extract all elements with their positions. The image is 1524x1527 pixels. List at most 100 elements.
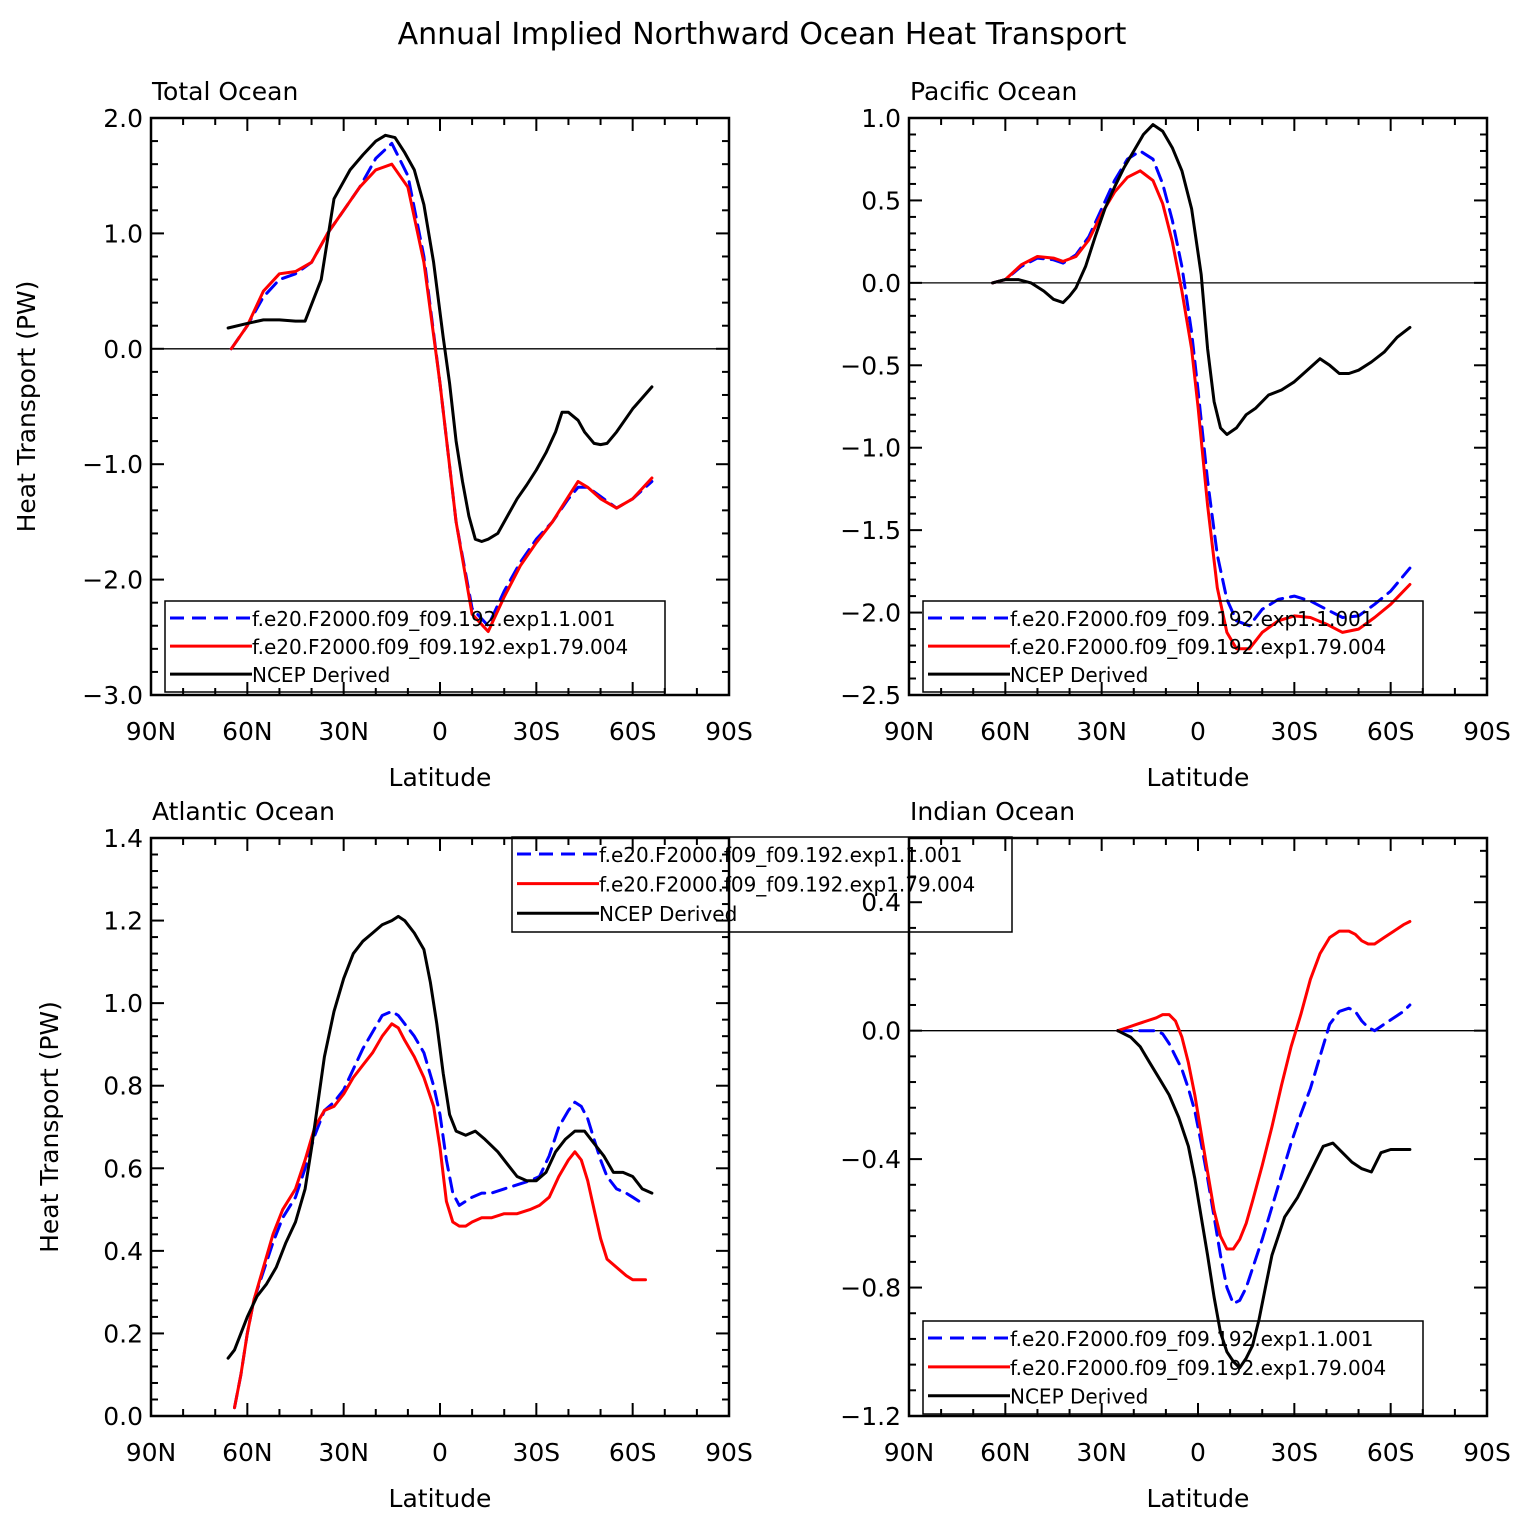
x-tick-label: 90N bbox=[884, 1438, 935, 1467]
x-axis-label: Latitude bbox=[1147, 1484, 1250, 1513]
y-tick-label: −0.4 bbox=[840, 1145, 901, 1174]
legend-label: NCEP Derived bbox=[1010, 663, 1148, 687]
x-tick-label: 0 bbox=[1190, 717, 1206, 746]
y-tick-label: 0.0 bbox=[861, 269, 901, 298]
y-tick-label: 2.0 bbox=[103, 104, 143, 133]
x-tick-label: 90S bbox=[705, 717, 753, 746]
panel-1: 90N 60N 30N 0 30S 60S 90S −2.5 −2.0 −1.5 −1.0 −0.5 0… bbox=[840, 77, 1511, 792]
series-line-2 bbox=[1116, 1029, 1412, 1370]
x-tick-label: 90S bbox=[1463, 717, 1511, 746]
x-tick-label: 30S bbox=[1270, 717, 1318, 746]
series-line-0 bbox=[1116, 1003, 1412, 1306]
panel-title: Indian Ocean bbox=[910, 797, 1075, 826]
y-axis-label: Heat Transport (PW) bbox=[35, 1001, 64, 1253]
y-axis-label: Heat Transport (PW) bbox=[12, 281, 41, 533]
x-tick-label: 90N bbox=[126, 1438, 177, 1467]
x-tick-label: 60S bbox=[1367, 1438, 1415, 1467]
panel-2: 90N 60N 30N 0 30S 60S 90S 0.0 0.2 0.4 0.6 0.8 1.0 1.2… bbox=[35, 797, 1013, 1513]
legend-label: f.e20.F2000.f09_f09.192.exp1.1.001 bbox=[1010, 1327, 1374, 1351]
y-tick-label: 0.0 bbox=[103, 1402, 143, 1431]
series-line-1 bbox=[991, 169, 1412, 651]
series-line-2 bbox=[226, 133, 654, 543]
y-tick-label: 1.0 bbox=[861, 104, 901, 133]
x-tick-label: 60N bbox=[222, 717, 273, 746]
x-tick-label: 30N bbox=[318, 717, 369, 746]
y-tick-label: 0.4 bbox=[103, 1237, 143, 1266]
legend-box bbox=[164, 600, 666, 693]
legend-label: f.e20.F2000.f09_f09.192.exp1.79.004 bbox=[252, 635, 628, 659]
legend: f.e20.F2000.f09_f09.192.exp1.1.001 f.e20.… bbox=[164, 600, 666, 693]
x-axis-label: Latitude bbox=[1147, 763, 1250, 792]
y-tick-label: 0.0 bbox=[103, 335, 143, 364]
x-tick-label: 30N bbox=[1076, 1438, 1127, 1467]
panel-title: Pacific Ocean bbox=[910, 77, 1077, 106]
x-tick-label: 90S bbox=[705, 1438, 753, 1467]
legend-label: f.e20.F2000.f09_f09.192.exp1.1.001 bbox=[1010, 607, 1374, 631]
x-tick-label: 30S bbox=[512, 717, 560, 746]
x-axis-label: Latitude bbox=[389, 1484, 492, 1513]
y-tick-label: −0.8 bbox=[840, 1274, 901, 1303]
x-tick-label: 90S bbox=[1463, 1438, 1511, 1467]
x-tick-label: 30S bbox=[1270, 1438, 1318, 1467]
x-tick-label: 90N bbox=[126, 717, 177, 746]
x-tick-label: 0 bbox=[1190, 1438, 1206, 1467]
y-tick-label: 0.8 bbox=[103, 1072, 143, 1101]
x-tick-label: 60S bbox=[609, 717, 657, 746]
x-tick-label: 30N bbox=[1076, 717, 1127, 746]
y-tick-label: −3.0 bbox=[82, 681, 143, 710]
legend-label: f.e20.F2000.f09_f09.192.exp1.79.004 bbox=[1010, 635, 1386, 659]
y-tick-label: −2.5 bbox=[840, 681, 901, 710]
y-tick-label: 0.5 bbox=[861, 186, 901, 215]
y-tick-label: −2.0 bbox=[840, 599, 901, 628]
x-tick-label: 60N bbox=[980, 1438, 1031, 1467]
series-line-1 bbox=[229, 162, 654, 633]
panel-title: Total Ocean bbox=[151, 77, 298, 106]
series-line-0 bbox=[233, 1009, 647, 1410]
x-tick-label: 60N bbox=[222, 1438, 273, 1467]
x-tick-label: 0 bbox=[432, 717, 448, 746]
legend-label: f.e20.F2000.f09_f09.192.exp1.1.001 bbox=[599, 843, 963, 867]
legend-label: f.e20.F2000.f09_f09.192.exp1.79.004 bbox=[1010, 1356, 1386, 1380]
panel-title: Atlantic Ocean bbox=[152, 797, 335, 826]
y-tick-label: −1.5 bbox=[840, 516, 901, 545]
y-tick-label: −2.0 bbox=[82, 566, 143, 595]
legend-box bbox=[511, 836, 1013, 933]
y-tick-label: −1.0 bbox=[840, 434, 901, 463]
x-tick-label: 0 bbox=[432, 1438, 448, 1467]
legend: f.e20.F2000.f09_f09.192.exp1.1.001 f.e20.… bbox=[922, 1320, 1424, 1415]
y-tick-label: −1.2 bbox=[840, 1402, 901, 1431]
series-line-1 bbox=[1116, 920, 1412, 1251]
y-tick-label: 1.4 bbox=[103, 824, 143, 853]
series-line-2 bbox=[991, 123, 1412, 436]
x-tick-label: 30S bbox=[512, 1438, 560, 1467]
series-line-2 bbox=[226, 914, 654, 1360]
legend-label: f.e20.F2000.f09_f09.192.exp1.1.001 bbox=[252, 607, 616, 631]
x-tick-label: 30N bbox=[318, 1438, 369, 1467]
panel-0: 90N 60N 30N 0 30S 60S 90S −3.0 −2.0 −1.0 0.0 1.0 2.0… bbox=[12, 77, 753, 792]
legend: f.e20.F2000.f09_f09.192.exp1.1.001 f.e20.… bbox=[922, 600, 1424, 693]
figure-title: Annual Implied Northward Ocean Heat Tran… bbox=[398, 17, 1127, 52]
x-tick-label: 60S bbox=[609, 1438, 657, 1467]
y-tick-label: 1.0 bbox=[103, 989, 143, 1018]
y-tick-label: 0.0 bbox=[861, 1017, 901, 1046]
x-tick-label: 90N bbox=[884, 717, 935, 746]
legend-box bbox=[922, 600, 1424, 693]
legend: f.e20.F2000.f09_f09.192.exp1.1.001 f.e20.… bbox=[511, 836, 1013, 933]
legend-label: f.e20.F2000.f09_f09.192.exp1.79.004 bbox=[599, 873, 975, 897]
legend-label: NCEP Derived bbox=[1010, 1385, 1148, 1409]
y-tick-label: 1.2 bbox=[103, 907, 143, 936]
panel-3: 90N 60N 30N 0 30S 60S 90S −1.2 −0.8 −0.4 0.0 0.4 Ind… bbox=[840, 797, 1511, 1513]
y-tick-label: −0.5 bbox=[840, 351, 901, 380]
series-line-1 bbox=[233, 1022, 647, 1410]
x-tick-label: 60S bbox=[1367, 717, 1415, 746]
legend-box bbox=[922, 1320, 1424, 1415]
y-tick-label: 0.6 bbox=[103, 1154, 143, 1183]
y-tick-label: 0.2 bbox=[103, 1319, 143, 1348]
legend-label: NCEP Derived bbox=[252, 663, 390, 687]
y-tick-label: −1.0 bbox=[82, 450, 143, 479]
y-tick-label: 0.4 bbox=[861, 888, 901, 917]
y-tick-label: 1.0 bbox=[103, 219, 143, 248]
x-axis-label: Latitude bbox=[389, 763, 492, 792]
x-tick-label: 60N bbox=[980, 717, 1031, 746]
